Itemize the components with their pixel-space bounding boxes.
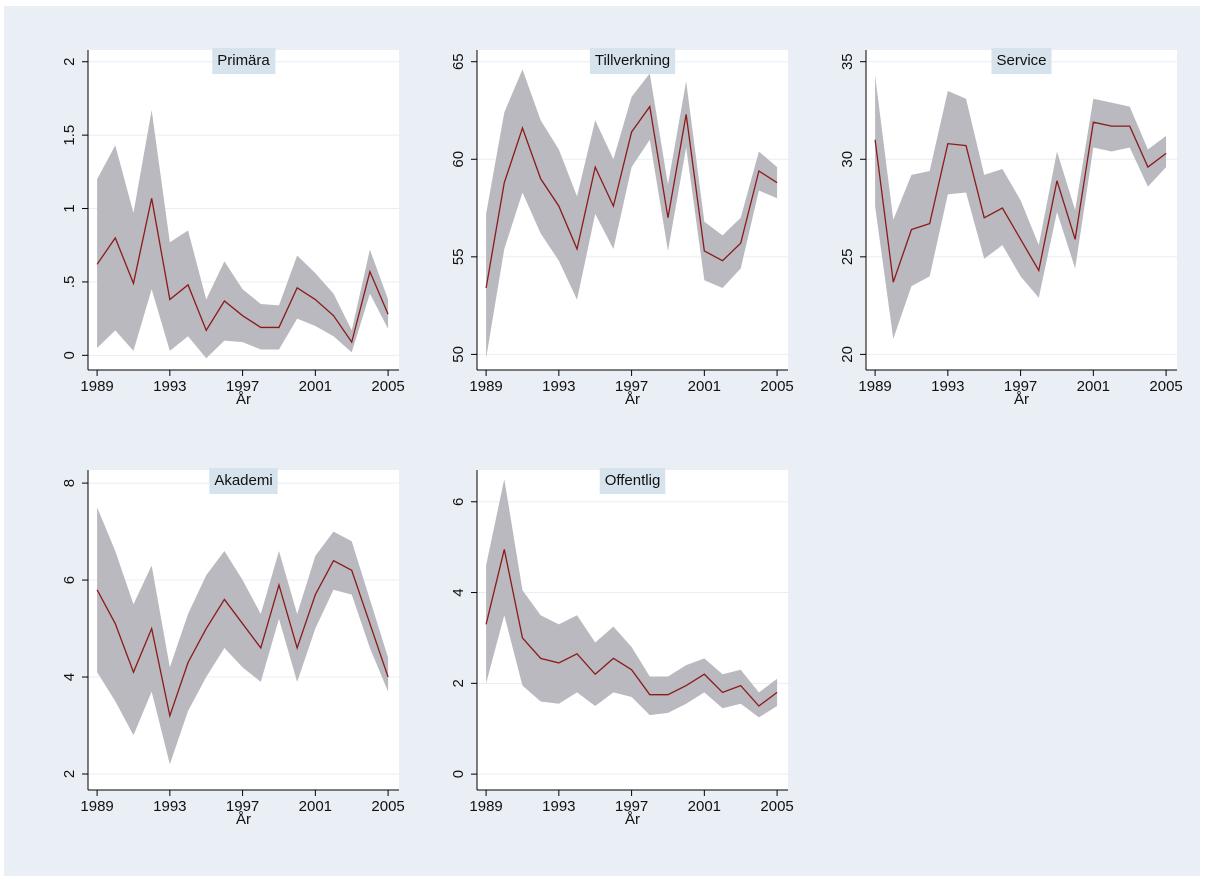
x-axis-label: År xyxy=(1014,391,1029,408)
y-tick-label: 2 xyxy=(61,58,78,66)
line xyxy=(485,549,778,707)
line xyxy=(874,121,1167,283)
y-tick-label: 60 xyxy=(450,151,467,168)
x-axis-label: År xyxy=(236,811,251,828)
y-tick-label: 4 xyxy=(450,588,467,596)
panel-title-box xyxy=(589,48,676,74)
x-tick-label: 1989 xyxy=(80,378,113,395)
x-tick-label: 2001 xyxy=(688,378,721,395)
confidence-band xyxy=(875,75,1167,339)
y-tick-label: 25 xyxy=(839,248,856,265)
panel: 50 55 60 65 1989 1993 1997 2001 2005 År Tillverkni… xyxy=(450,48,794,408)
x-tick-label: 2001 xyxy=(688,798,721,815)
x-tick-label: 1993 xyxy=(153,798,186,815)
y-tick-label: 6 xyxy=(450,498,467,506)
y-tick-label: 50 xyxy=(450,346,467,363)
x-tick-label: 2005 xyxy=(760,798,793,815)
panel: 2 4 6 8 1989 1993 1997 2001 2005 År Akademi xyxy=(61,468,405,828)
x-tick-label: 1989 xyxy=(858,378,891,395)
panel: 0 .5 1 1.5 2 1989 1993 1997 2001 2005 År Primära xyxy=(61,48,405,408)
panel-title-box xyxy=(599,468,666,494)
x-tick-label: 2005 xyxy=(760,378,793,395)
panel-title: Offentlig xyxy=(605,472,661,489)
line xyxy=(96,559,389,719)
x-tick-label: 1989 xyxy=(469,798,502,815)
x-tick-label: 1989 xyxy=(469,378,502,395)
panel-title-box xyxy=(991,48,1052,74)
x-tick-label: 1993 xyxy=(931,378,964,395)
y-tick-label: 0 xyxy=(450,770,467,778)
panel-title: Tillverkning xyxy=(595,52,670,69)
y-tick-label: 2 xyxy=(61,770,78,778)
y-tick-label: .5 xyxy=(61,276,78,289)
panel: 20 25 30 35 1989 1993 1997 2001 2005 År Service xyxy=(839,48,1183,408)
x-tick-label: 1997 xyxy=(226,798,259,815)
panel-title-box xyxy=(209,468,278,494)
y-tick-label: 30 xyxy=(839,151,856,168)
x-tick-label: 1997 xyxy=(615,378,648,395)
panel-title: Akademi xyxy=(214,472,272,489)
confidence-band xyxy=(97,507,389,765)
x-tick-label: 1993 xyxy=(153,378,186,395)
x-axis-label: År xyxy=(236,391,251,408)
x-tick-label: 2005 xyxy=(1149,378,1182,395)
x-tick-label: 2001 xyxy=(299,378,332,395)
y-tick-label: 65 xyxy=(450,53,467,70)
x-tick-label: 1989 xyxy=(80,798,113,815)
x-tick-label: 1997 xyxy=(226,378,259,395)
y-tick-label: 6 xyxy=(61,576,78,584)
x-axis-label: År xyxy=(625,811,640,828)
panel-title: Primära xyxy=(217,52,270,69)
x-tick-label: 2001 xyxy=(299,798,332,815)
y-tick-label: 1.5 xyxy=(61,125,78,146)
y-tick-label: 55 xyxy=(450,248,467,265)
x-tick-label: 2005 xyxy=(371,378,404,395)
x-tick-label: 1997 xyxy=(615,798,648,815)
confidence-band xyxy=(486,69,778,359)
confidence-band xyxy=(486,479,778,718)
line xyxy=(96,198,389,344)
panel-title-box xyxy=(212,48,276,74)
x-tick-label: 2005 xyxy=(371,798,404,815)
x-tick-label: 1993 xyxy=(542,378,575,395)
y-tick-label: 1 xyxy=(61,204,78,212)
y-tick-label: 20 xyxy=(839,346,856,363)
panel: 0 2 4 6 1989 1993 1997 2001 2005 År Offentlig xyxy=(450,468,794,828)
y-tick-label: 35 xyxy=(839,53,856,70)
line xyxy=(485,104,778,289)
panel-title: Service xyxy=(996,52,1046,69)
y-tick-label: 4 xyxy=(61,673,78,681)
y-tick-label: 8 xyxy=(61,479,78,487)
x-tick-label: 2001 xyxy=(1077,378,1110,395)
x-axis-label: År xyxy=(625,391,640,408)
y-tick-label: 2 xyxy=(450,679,467,687)
x-tick-label: 1993 xyxy=(542,798,575,815)
y-tick-label: 0 xyxy=(61,351,78,359)
x-tick-label: 1997 xyxy=(1004,378,1037,395)
